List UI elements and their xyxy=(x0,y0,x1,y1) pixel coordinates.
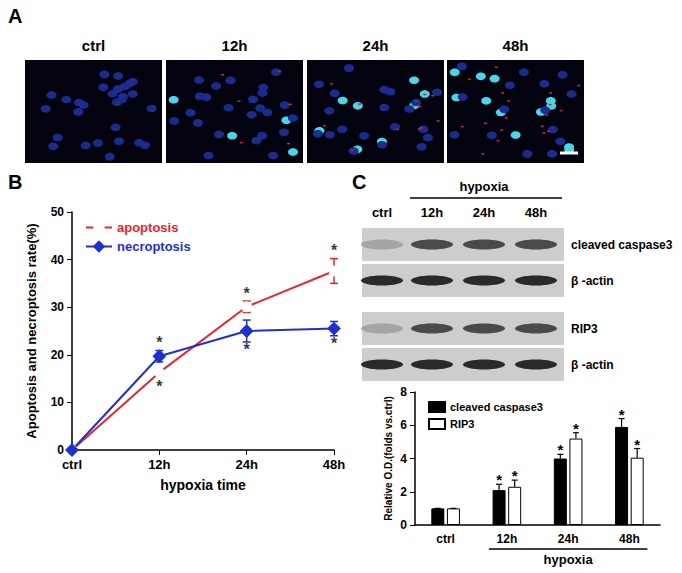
svg-text:hypoxia time: hypoxia time xyxy=(160,477,246,493)
svg-text:24h: 24h xyxy=(235,457,257,472)
svg-text:0: 0 xyxy=(57,443,64,457)
svg-text:*: * xyxy=(331,335,338,352)
svg-text:*: * xyxy=(244,285,251,302)
svg-text:12h: 12h xyxy=(421,205,443,220)
svg-text:4: 4 xyxy=(400,452,407,466)
svg-text:*: * xyxy=(573,420,579,437)
svg-text:20: 20 xyxy=(51,348,65,362)
svg-text:*: * xyxy=(156,334,163,351)
svg-text:β -actin: β -actin xyxy=(571,274,614,288)
svg-text:*: * xyxy=(331,242,338,259)
svg-text:necroptosis: necroptosis xyxy=(117,239,191,254)
svg-text:48h: 48h xyxy=(525,205,547,220)
svg-text:*: * xyxy=(634,436,640,453)
svg-text:40: 40 xyxy=(51,253,65,267)
svg-text:48h: 48h xyxy=(503,37,529,54)
svg-text:12h: 12h xyxy=(222,37,248,54)
svg-text:Relative O.D.(folds vs.ctrl): Relative O.D.(folds vs.ctrl) xyxy=(383,396,394,520)
svg-text:A: A xyxy=(8,5,22,27)
svg-text:*: * xyxy=(156,378,163,395)
svg-text:*: * xyxy=(244,341,251,358)
svg-text:ctrl: ctrl xyxy=(62,457,82,472)
svg-text:2: 2 xyxy=(400,485,407,499)
svg-text:ctrl: ctrl xyxy=(82,37,105,54)
svg-text:RIP3: RIP3 xyxy=(571,322,598,336)
svg-text:cleaved caspase3: cleaved caspase3 xyxy=(450,401,543,413)
svg-text:12h: 12h xyxy=(497,532,518,546)
svg-text:24h: 24h xyxy=(473,205,495,220)
svg-text:Apoptosis and necroptosis rate: Apoptosis and necroptosis rate(%) xyxy=(24,223,39,438)
svg-text:apoptosis: apoptosis xyxy=(117,220,178,235)
svg-text:50: 50 xyxy=(51,205,65,219)
svg-text:48h: 48h xyxy=(323,457,345,472)
svg-text:12h: 12h xyxy=(148,457,170,472)
svg-text:hypoxia: hypoxia xyxy=(459,179,509,194)
svg-text:6: 6 xyxy=(400,418,407,432)
svg-text:24h: 24h xyxy=(363,37,389,54)
svg-text:β -actin: β -actin xyxy=(571,358,614,372)
svg-text:*: * xyxy=(557,441,563,458)
svg-text:30: 30 xyxy=(51,300,65,314)
svg-text:ctrl: ctrl xyxy=(436,532,455,546)
svg-text:B: B xyxy=(8,171,22,193)
svg-text:C: C xyxy=(352,171,366,193)
svg-text:48h: 48h xyxy=(619,532,640,546)
svg-text:RIP3: RIP3 xyxy=(450,418,474,430)
svg-text:*: * xyxy=(619,406,625,423)
svg-text:10: 10 xyxy=(51,395,65,409)
svg-text:ctrl: ctrl xyxy=(372,205,392,220)
svg-text:cleaved caspase3: cleaved caspase3 xyxy=(571,238,673,252)
svg-text:0: 0 xyxy=(400,518,407,532)
svg-text:*: * xyxy=(496,471,502,488)
svg-text:hypoxia: hypoxia xyxy=(544,552,594,567)
svg-text:8: 8 xyxy=(400,385,407,399)
svg-text:*: * xyxy=(512,467,518,484)
svg-text:24h: 24h xyxy=(558,532,579,546)
